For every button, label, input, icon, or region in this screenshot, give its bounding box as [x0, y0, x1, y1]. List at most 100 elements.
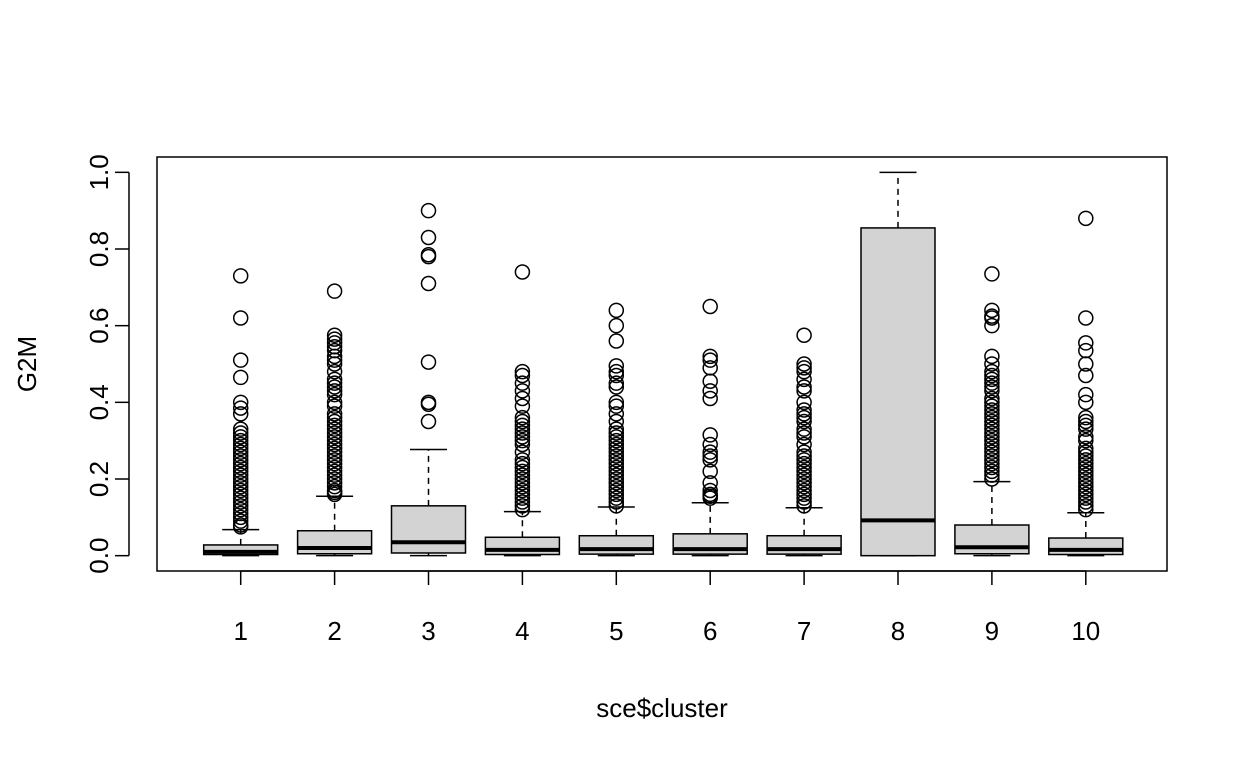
- outlier-point: [326, 452, 343, 468]
- x-tick-label: 2: [327, 616, 341, 646]
- outlier-point: [514, 498, 531, 514]
- outlier-point: [796, 494, 812, 510]
- outlier-point: [232, 394, 249, 411]
- box-cluster-4: [484, 264, 561, 557]
- outlier-point: [232, 452, 249, 468]
- iqr-box: [484, 536, 561, 556]
- boxes-layer: [202, 171, 1124, 557]
- outlier-point: [702, 298, 718, 315]
- axes-layer: 0.0 0.2 0.4 0.6 0.8 1.0 1 2 3 4 5 6 7 8 9 10: [84, 154, 1100, 646]
- outlier-point: [796, 475, 812, 491]
- outlier-point: [232, 436, 249, 453]
- outlier-point: [326, 348, 343, 365]
- outlier-point: [326, 398, 343, 414]
- outlier-point: [232, 425, 249, 441]
- outlier-point: [984, 317, 1000, 334]
- x-tick-label: 6: [703, 616, 717, 646]
- outlier-point: [420, 413, 437, 430]
- outlier-point: [796, 425, 812, 441]
- outlier-point: [326, 383, 343, 399]
- outlier-point: [796, 421, 812, 437]
- outlier-point: [514, 417, 531, 434]
- outlier-point: [702, 444, 718, 460]
- outlier-point: [326, 331, 343, 347]
- outlier-point: [420, 396, 437, 412]
- outlier-point: [796, 459, 812, 476]
- y-tick-label: 0.2: [84, 461, 114, 497]
- outlier-point: [232, 310, 249, 326]
- outlier-point: [984, 452, 1000, 468]
- outlier-point: [608, 459, 625, 476]
- outlier-point: [326, 386, 343, 403]
- outlier-point: [608, 475, 625, 491]
- outlier-point: [514, 478, 531, 495]
- outlier-point: [984, 302, 1000, 319]
- outlier-point: [796, 363, 812, 380]
- outlier-point: [232, 482, 249, 499]
- outlier-point: [984, 471, 1000, 487]
- outlier-point: [232, 369, 249, 386]
- outlier-point: [608, 455, 625, 472]
- outlier-point: [326, 463, 343, 480]
- outlier-point: [1078, 494, 1094, 510]
- outlier-point: [514, 425, 531, 441]
- outlier-point: [1078, 482, 1094, 499]
- outlier-point: [608, 358, 625, 374]
- outlier-point: [514, 375, 531, 391]
- outlier-point: [326, 413, 343, 430]
- outlier-point: [984, 436, 1000, 453]
- outlier-point: [420, 354, 437, 370]
- outlier-point: [984, 398, 1000, 414]
- box-cluster-1: [202, 268, 279, 557]
- outlier-point: [608, 478, 625, 495]
- outlier-point: [326, 375, 343, 391]
- outlier-point: [608, 486, 625, 503]
- y-tick-label: 0.4: [84, 384, 114, 420]
- y-tick-label: 0.8: [84, 231, 114, 267]
- outlier-point: [1078, 467, 1094, 483]
- outlier-point: [326, 409, 343, 426]
- outlier-point: [796, 486, 812, 503]
- outlier-point: [514, 409, 531, 426]
- outlier-point: [608, 425, 625, 441]
- outlier-point: [984, 371, 1000, 388]
- plot-frame: [156, 156, 1168, 572]
- outlier-point: [232, 400, 249, 416]
- outlier-point: [796, 478, 812, 495]
- outlier-point: [1078, 475, 1094, 491]
- outlier-point: [984, 455, 1000, 472]
- outlier-point: [608, 440, 625, 457]
- outlier-point: [514, 494, 531, 510]
- outlier-point: [232, 475, 249, 491]
- iqr-box: [766, 534, 842, 555]
- outlier-point: [326, 429, 343, 445]
- x-tick-label: 5: [609, 616, 623, 646]
- outlier-point: [326, 444, 343, 460]
- outlier-point: [608, 363, 625, 380]
- outlier-point: [984, 394, 1000, 411]
- outlier-point: [984, 425, 1000, 441]
- outlier-point: [1078, 490, 1094, 506]
- outlier-point: [796, 402, 812, 418]
- outlier-point: [608, 367, 625, 384]
- outlier-point: [702, 436, 718, 453]
- outlier-point: [514, 367, 531, 384]
- outlier-point: [232, 501, 249, 518]
- outlier-point: [984, 379, 1000, 395]
- outlier-point: [702, 482, 718, 499]
- y-tick-label: 1.0: [84, 154, 114, 190]
- outlier-point: [702, 390, 718, 407]
- outlier-point: [514, 475, 531, 491]
- outlier-point: [796, 471, 812, 487]
- outlier-point: [326, 459, 343, 476]
- outlier-point: [608, 375, 625, 391]
- box-cluster-5: [578, 302, 655, 557]
- box-cluster-7: [766, 327, 842, 557]
- outlier-point: [1078, 413, 1094, 430]
- outlier-point: [608, 394, 625, 411]
- x-tick-label: 1: [233, 616, 247, 646]
- outlier-point: [796, 413, 812, 430]
- outlier-point: [420, 248, 437, 265]
- outlier-point: [514, 421, 531, 437]
- outlier-point: [796, 452, 812, 468]
